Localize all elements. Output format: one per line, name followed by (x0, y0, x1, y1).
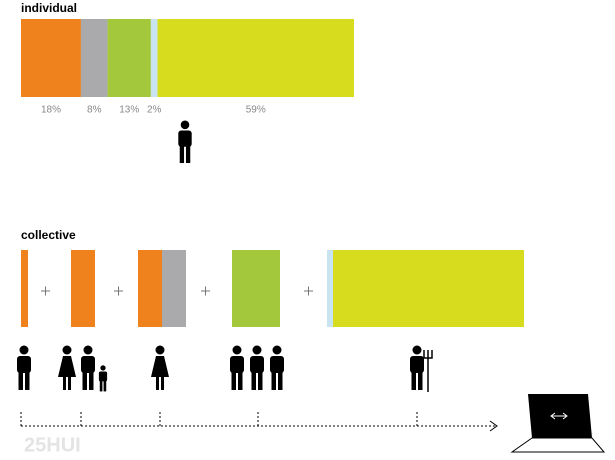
person-icon (178, 120, 192, 164)
bar-segment (80, 19, 108, 97)
timeline (20, 412, 498, 432)
bar-segment (21, 19, 81, 97)
collective-bars (21, 250, 524, 327)
watermark: 25HUI (24, 434, 81, 456)
bar-block (138, 250, 162, 327)
bar-block (21, 250, 28, 327)
bar-segment (150, 19, 158, 97)
value-label: 59% (246, 105, 266, 116)
bar-segment (107, 19, 151, 97)
bar-block (162, 250, 186, 327)
people (17, 345, 433, 392)
plus-signs (41, 286, 313, 296)
bar-segment (157, 19, 354, 97)
collective-title: collective (21, 228, 76, 242)
bar-block (327, 250, 333, 327)
value-label: 8% (87, 105, 102, 116)
value-label: 13% (119, 105, 139, 116)
value-label: 2% (147, 105, 162, 116)
individual-bar: 18% 8% 13% 2% 59% (21, 19, 354, 116)
bar-block (232, 250, 280, 327)
value-label: 18% (41, 105, 61, 116)
bar-block (333, 250, 524, 327)
individual-title: individual (21, 1, 77, 15)
laptop-icon (510, 394, 606, 453)
bar-block (71, 250, 95, 327)
